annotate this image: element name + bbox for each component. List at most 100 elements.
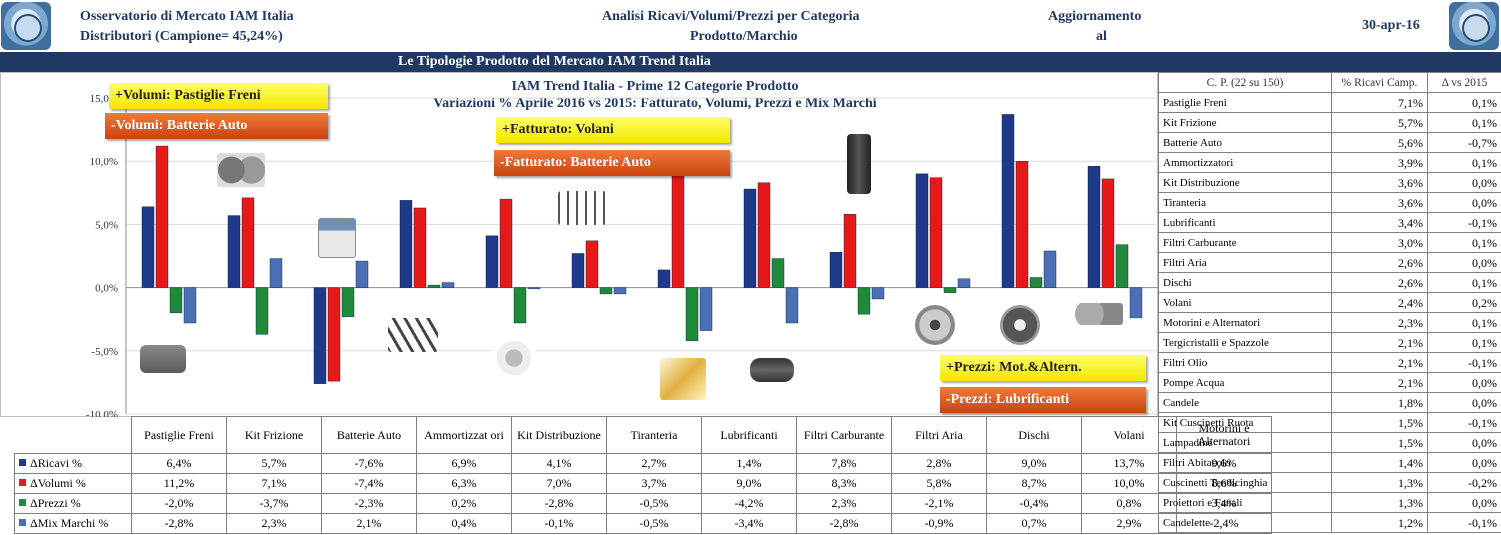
bar-2-7 — [771, 258, 785, 288]
bar-3-4 — [527, 287, 541, 290]
delta-vs-2015: 0,1% — [1427, 272, 1501, 293]
table-row: Candelette 1,2% -0,1% — [1158, 512, 1501, 533]
revenue-share: 2,6% — [1331, 272, 1428, 293]
category-name: Filtri Abitacolo — [1158, 452, 1332, 473]
delta-vs-2015: 0,2% — [1427, 292, 1501, 313]
category-name: Candele — [1158, 392, 1332, 413]
delta-vs-2015: -0,1% — [1427, 512, 1501, 533]
revenue-share: 3,4% — [1331, 212, 1428, 233]
category-name: Filtri Olio — [1158, 352, 1332, 373]
lubricant-image — [660, 358, 706, 400]
shock-absorbers-image — [388, 318, 438, 352]
legend-swatch — [19, 479, 26, 486]
category-name: Tiranteria — [1158, 192, 1332, 213]
category-name: Dischi — [1158, 272, 1332, 293]
data-value: 0,2% — [416, 493, 512, 514]
data-value: 0,4% — [416, 513, 512, 534]
data-value: -0,5% — [606, 513, 702, 534]
bar-3-6 — [699, 287, 713, 331]
data-value: -0,9% — [891, 513, 987, 534]
data-value: -4,2% — [701, 493, 797, 514]
revenue-share: 3,0% — [1331, 232, 1428, 253]
bar-2-2 — [341, 287, 355, 317]
chart-title: IAM Trend Italia - Prime 12 Categorie Pr… — [511, 79, 798, 94]
revenue-share: 1,3% — [1331, 492, 1428, 513]
category-label: Tiranteria — [606, 416, 702, 454]
revenue-share: 1,8% — [1331, 392, 1428, 413]
bar-3-3 — [441, 282, 455, 288]
delta-vs-2015: 0,1% — [1427, 332, 1501, 353]
bar-2-8 — [857, 287, 871, 315]
bar-1-4 — [499, 198, 513, 288]
chart-area: IAM Trend Italia - Prime 12 Categorie Pr… — [0, 72, 1158, 535]
bar-0-1 — [227, 215, 241, 288]
legend-swatch — [19, 519, 26, 526]
delta-vs-2015: 0,0% — [1427, 172, 1501, 193]
data-value: 7,1% — [226, 473, 322, 494]
bar-0-7 — [743, 188, 757, 288]
bar-2-9 — [943, 287, 957, 293]
flywheel-image — [1000, 305, 1040, 345]
report-header: Osservatorio di Mercato IAM Italia Distr… — [0, 0, 1501, 52]
revenue-share: 7,1% — [1331, 92, 1428, 113]
y-tick-label: -5,0% — [91, 346, 118, 358]
delta-vs-2015: -0,7% — [1427, 132, 1501, 153]
table-row: Tergicristalli e Spazzole 2,1% 0,1% — [1158, 332, 1501, 353]
table-row: Filtri Carburante 3,0% 0,1% — [1158, 232, 1501, 253]
data-value: 6,3% — [416, 473, 512, 494]
analysis-subtitle: Prodotto/Marchio — [690, 29, 798, 44]
data-value: -0,5% — [606, 493, 702, 514]
callout-fatturato-plus: +Fatturato: Volani — [496, 117, 730, 143]
bar-0-5 — [571, 253, 585, 288]
table-row: Kit Frizione 5,7% 0,1% — [1158, 112, 1501, 133]
data-value: 9,0% — [986, 453, 1082, 474]
data-value: -2,8% — [796, 513, 892, 534]
category-name: Filtri Carburante — [1158, 232, 1332, 253]
bar-3-7 — [785, 287, 799, 324]
column-header: C. P. (22 su 150) — [1158, 72, 1332, 93]
bar-1-10 — [1015, 160, 1029, 288]
revenue-share: 3,9% — [1331, 152, 1428, 173]
data-value: 2,7% — [606, 453, 702, 474]
revenue-share: 1,3% — [1331, 472, 1428, 493]
data-value: 7,8% — [796, 453, 892, 474]
bar-0-2 — [313, 287, 327, 384]
category-label: Batterie Auto — [321, 416, 417, 454]
bar-1-1 — [241, 197, 255, 288]
data-value: 2,8% — [891, 453, 987, 474]
data-value: 3,7% — [606, 473, 702, 494]
y-tick-label: 0,0% — [95, 283, 118, 295]
data-value: 6,9% — [416, 453, 512, 474]
bar-chart: IAM Trend Italia - Prime 12 Categorie Pr… — [0, 72, 1158, 421]
table-header-row: Pastiglie Freni Kit Frizione Batterie Auto… — [14, 416, 1272, 454]
bar-0-8 — [829, 252, 843, 288]
category-label: Kit Distribuzione — [511, 416, 607, 454]
bar-2-1 — [255, 287, 269, 335]
bar-1-0 — [155, 145, 169, 288]
bar-1-9 — [929, 177, 943, 288]
data-value: -3,4% — [701, 513, 797, 534]
revenue-share: 1,2% — [1331, 512, 1428, 533]
bar-3-8 — [871, 287, 885, 300]
bar-3-10 — [1043, 250, 1057, 288]
bar-0-6 — [657, 269, 671, 288]
data-value: 2,3% — [796, 493, 892, 514]
tie-rod-image — [558, 191, 606, 225]
series-legend-label: ΔVolumi % — [14, 473, 132, 494]
column-header: Δ vs 2015 — [1427, 72, 1501, 93]
series-legend-label: ΔPrezzi % — [14, 493, 132, 514]
bar-3-2 — [355, 260, 369, 288]
bar-2-0 — [169, 287, 183, 314]
delta-vs-2015: -0,2% — [1427, 472, 1501, 493]
delta-vs-2015: 0,1% — [1427, 232, 1501, 253]
update-date: 30-apr-16 — [1362, 18, 1420, 33]
series-name: ΔPrezzi % — [30, 496, 81, 510]
table-row: Lampadine 1,5% 0,0% — [1158, 432, 1501, 453]
delta-vs-2015: -0,1% — [1427, 212, 1501, 233]
category-name: Kit Cuscinetti Ruota — [1158, 412, 1332, 433]
data-value: 8,3% — [796, 473, 892, 494]
revenue-share: 1,5% — [1331, 412, 1428, 433]
category-name: Ammortizzatori — [1158, 152, 1332, 173]
data-value: -7,4% — [321, 473, 417, 494]
delta-vs-2015: 0,1% — [1427, 152, 1501, 173]
